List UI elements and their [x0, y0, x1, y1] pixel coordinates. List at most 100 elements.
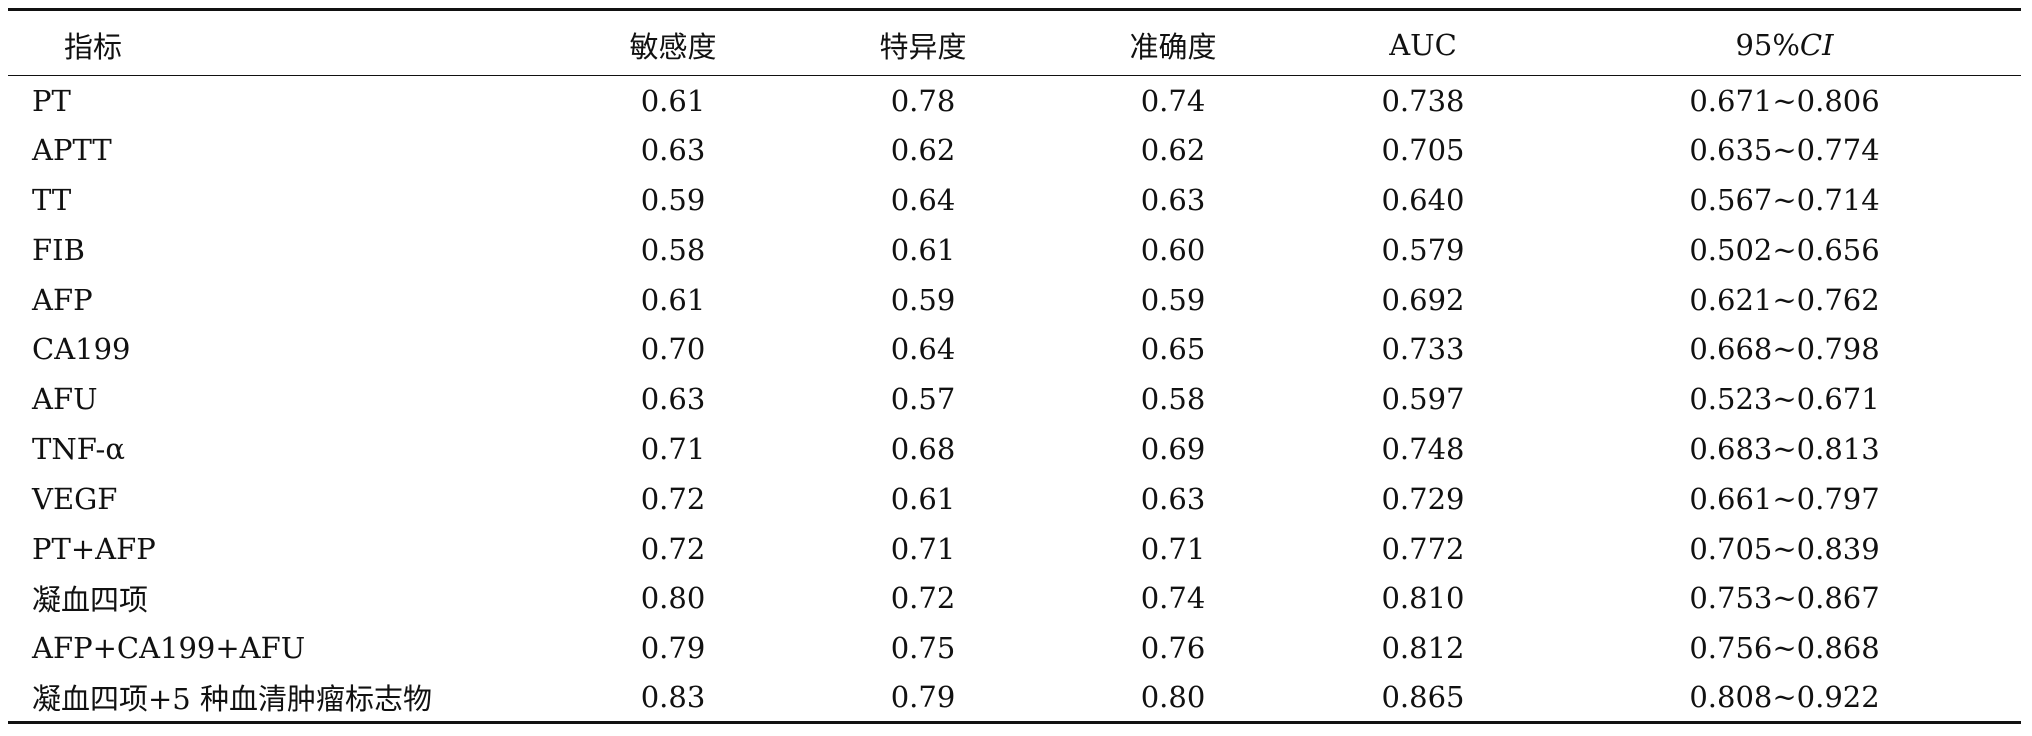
header-indicator: 指标	[64, 30, 123, 64]
cell-auc: 0.705	[1381, 133, 1465, 168]
header-specificity: 特异度	[879, 30, 967, 64]
diagnostic-table-container: 指标 敏感度 特异度 准确度 AUC 95%CI PT 0.61 0.78 0.74 0…	[8, 8, 2021, 724]
cell-specificity: 0.59	[890, 282, 956, 317]
cell-ci: 0.502~0.656	[1689, 232, 1880, 267]
table-row: FIB 0.58 0.61 0.60 0.579 0.502~0.656	[8, 225, 2021, 275]
cell-auc: 0.597	[1381, 382, 1465, 417]
cell-ci: 0.668~0.798	[1689, 332, 1880, 367]
table-row: VEGF 0.72 0.61 0.63 0.729 0.661~0.797	[8, 474, 2021, 524]
cell-indicator: VEGF	[32, 481, 118, 516]
table-row: TNF-α 0.71 0.68 0.69 0.748 0.683~0.813	[8, 424, 2021, 474]
cell-ci: 0.621~0.762	[1689, 282, 1880, 317]
diagnostic-performance-table: 指标 敏感度 特异度 准确度 AUC 95%CI PT 0.61 0.78 0.74 0…	[8, 8, 2021, 724]
cell-indicator: PT+AFP	[32, 531, 156, 566]
cell-auc: 0.640	[1381, 182, 1465, 217]
cell-auc: 0.692	[1381, 282, 1465, 317]
table-row: PT+AFP 0.72 0.71 0.71 0.772 0.705~0.839	[8, 524, 2021, 574]
cell-auc: 0.738	[1381, 83, 1465, 118]
cell-indicator: TT	[32, 182, 72, 217]
cell-accuracy: 0.62	[1140, 133, 1206, 168]
cell-indicator: AFP+CA199+AFU	[32, 631, 306, 666]
cell-specificity: 0.75	[890, 631, 956, 666]
cell-auc: 0.772	[1381, 531, 1465, 566]
cell-accuracy: 0.76	[1140, 631, 1206, 666]
header-sensitivity: 敏感度	[629, 30, 717, 64]
header-ci-prefix: 95%	[1735, 28, 1800, 62]
cell-indicator: TNF-α	[32, 431, 125, 466]
cell-specificity: 0.79	[890, 680, 956, 715]
cell-specificity: 0.64	[890, 332, 956, 367]
table-body: PT 0.61 0.78 0.74 0.738 0.671~0.806 APTT 0.63 0.…	[8, 76, 2021, 723]
cell-accuracy: 0.63	[1140, 481, 1206, 516]
cell-accuracy: 0.74	[1140, 581, 1206, 616]
cell-sensitivity: 0.61	[640, 282, 706, 317]
cell-specificity: 0.78	[890, 83, 956, 118]
cell-specificity: 0.57	[890, 382, 956, 417]
cell-specificity: 0.61	[890, 232, 956, 267]
cell-accuracy: 0.63	[1140, 182, 1206, 217]
table-row: 凝血四项 0.80 0.72 0.74 0.810 0.753~0.867	[8, 573, 2021, 623]
cell-auc: 0.733	[1381, 332, 1465, 367]
cell-indicator: APTT	[32, 133, 112, 168]
cell-sensitivity: 0.79	[640, 631, 706, 666]
cell-sensitivity: 0.59	[640, 182, 706, 217]
cell-specificity: 0.72	[890, 581, 956, 616]
cell-sensitivity: 0.72	[640, 531, 706, 566]
cell-specificity: 0.64	[890, 182, 956, 217]
cell-auc: 0.810	[1381, 581, 1465, 616]
cell-ci: 0.705~0.839	[1689, 531, 1880, 566]
cell-sensitivity: 0.72	[640, 481, 706, 516]
cell-accuracy: 0.59	[1140, 282, 1206, 317]
cell-indicator: CA199	[32, 332, 131, 367]
cell-ci: 0.635~0.774	[1689, 133, 1880, 168]
cell-ci: 0.671~0.806	[1689, 83, 1880, 118]
cell-indicator: 凝血四项	[32, 583, 149, 618]
cell-ci: 0.567~0.714	[1689, 182, 1880, 217]
cell-indicator: 凝血四项+5 种血清肿瘤标志物	[32, 682, 432, 717]
cell-auc: 0.812	[1381, 631, 1465, 666]
cell-indicator: AFU	[32, 382, 98, 417]
table-row: AFU 0.63 0.57 0.58 0.597 0.523~0.671	[8, 374, 2021, 424]
cell-specificity: 0.61	[890, 481, 956, 516]
cell-auc: 0.748	[1381, 431, 1465, 466]
header-row: 指标 敏感度 特异度 准确度 AUC 95%CI	[8, 9, 2021, 76]
cell-sensitivity: 0.70	[640, 332, 706, 367]
header-auc: AUC	[1389, 28, 1457, 62]
table-row: AFP 0.61 0.59 0.59 0.692 0.621~0.762	[8, 275, 2021, 325]
cell-accuracy: 0.71	[1140, 531, 1206, 566]
cell-ci: 0.756~0.868	[1689, 631, 1880, 666]
table-header: 指标 敏感度 特异度 准确度 AUC 95%CI	[8, 9, 2021, 76]
cell-ci: 0.661~0.797	[1689, 481, 1880, 516]
cell-specificity: 0.71	[890, 531, 956, 566]
cell-indicator: PT	[32, 83, 71, 118]
cell-ci: 0.753~0.867	[1689, 581, 1880, 616]
cell-sensitivity: 0.80	[640, 581, 706, 616]
header-ci: 95%CI	[1548, 10, 2021, 76]
table-row: 凝血四项+5 种血清肿瘤标志物 0.83 0.79 0.80 0.865 0.808~0.…	[8, 673, 2021, 723]
cell-sensitivity: 0.83	[640, 680, 706, 715]
cell-ci: 0.683~0.813	[1689, 431, 1880, 466]
cell-accuracy: 0.60	[1140, 232, 1206, 267]
cell-ci: 0.808~0.922	[1689, 680, 1880, 715]
table-row: TT 0.59 0.64 0.63 0.640 0.567~0.714	[8, 175, 2021, 225]
cell-accuracy: 0.58	[1140, 382, 1206, 417]
header-accuracy: 准确度	[1129, 30, 1217, 64]
table-row: PT 0.61 0.78 0.74 0.738 0.671~0.806	[8, 76, 2021, 126]
cell-accuracy: 0.80	[1140, 680, 1206, 715]
cell-accuracy: 0.69	[1140, 431, 1206, 466]
cell-sensitivity: 0.58	[640, 232, 706, 267]
cell-ci: 0.523~0.671	[1689, 382, 1880, 417]
cell-sensitivity: 0.71	[640, 431, 706, 466]
cell-auc: 0.865	[1381, 680, 1465, 715]
cell-sensitivity: 0.61	[640, 83, 706, 118]
cell-sensitivity: 0.63	[640, 133, 706, 168]
table-row: APTT 0.63 0.62 0.62 0.705 0.635~0.774	[8, 125, 2021, 175]
table-row: AFP+CA199+AFU 0.79 0.75 0.76 0.812 0.756~0.86…	[8, 623, 2021, 673]
cell-auc: 0.579	[1381, 232, 1465, 267]
cell-specificity: 0.68	[890, 431, 956, 466]
cell-auc: 0.729	[1381, 481, 1465, 516]
table-row: CA199 0.70 0.64 0.65 0.733 0.668~0.798	[8, 324, 2021, 374]
cell-indicator: FIB	[32, 232, 85, 267]
cell-accuracy: 0.65	[1140, 332, 1206, 367]
cell-accuracy: 0.74	[1140, 83, 1206, 118]
